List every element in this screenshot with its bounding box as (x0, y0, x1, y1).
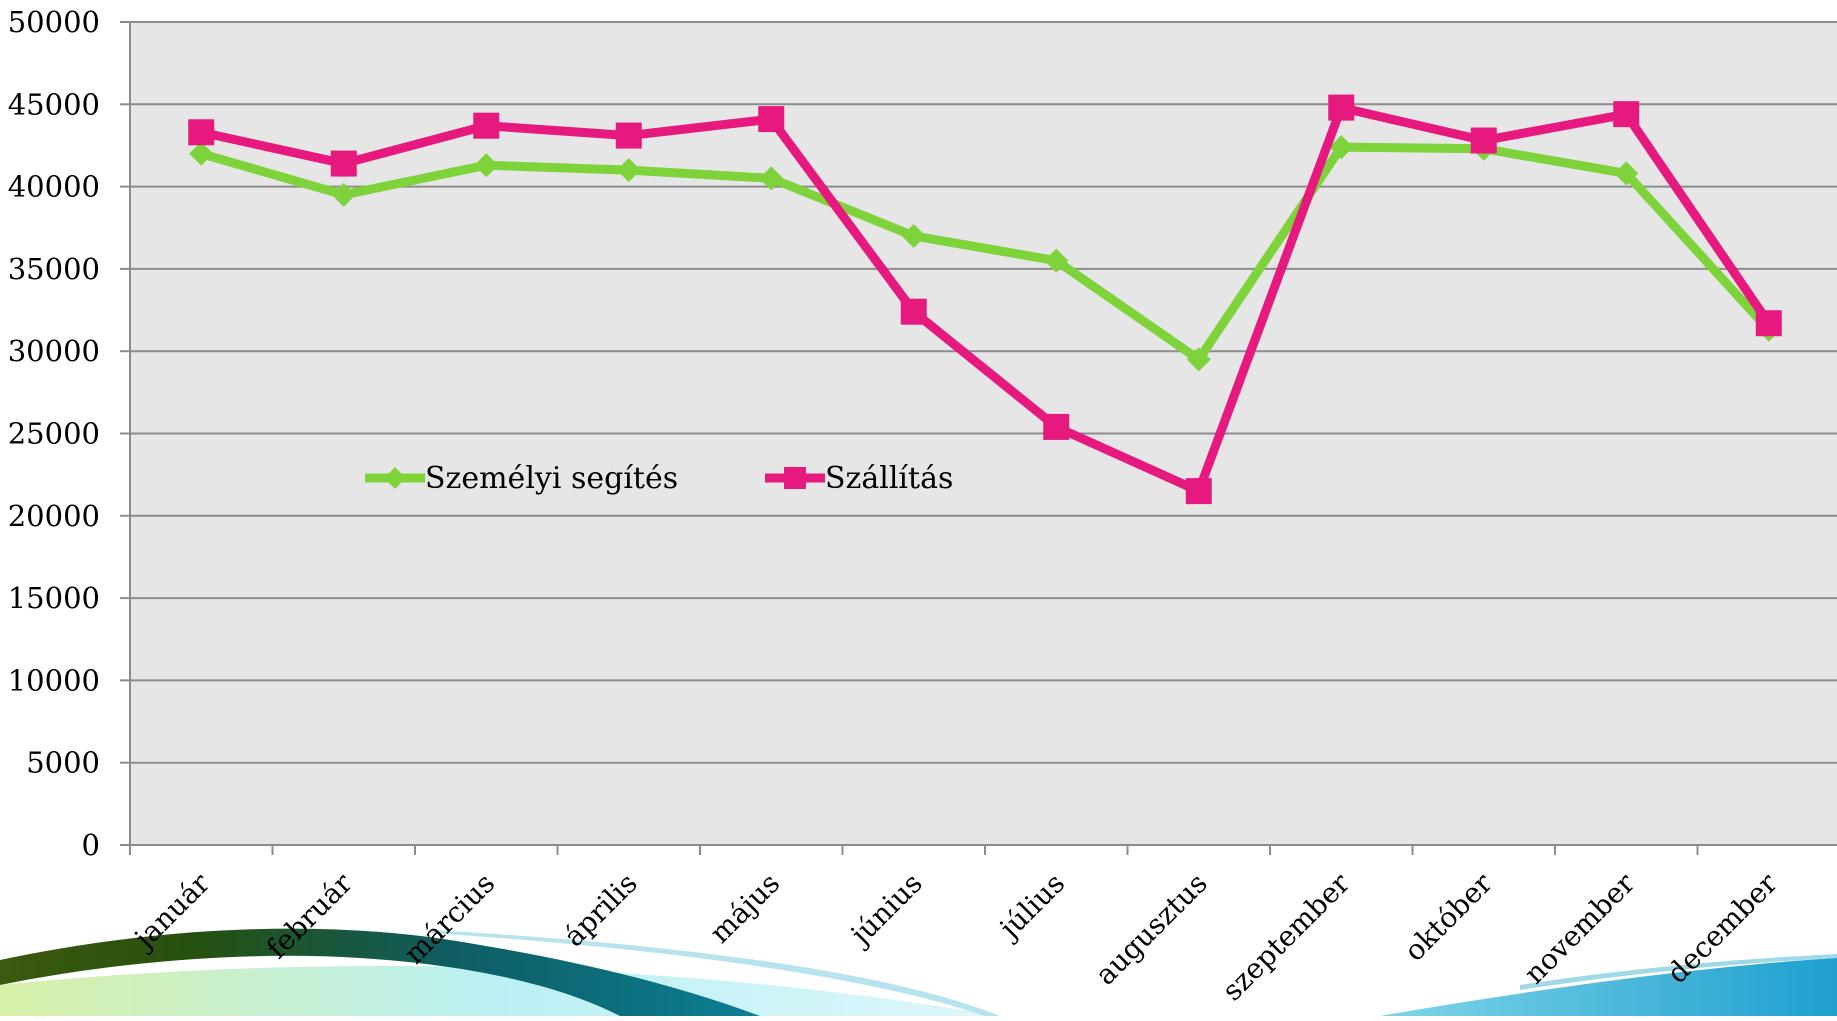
legend-label: Személyi segítés (425, 461, 678, 496)
x-tick-label: május (703, 867, 786, 950)
x-tick-label: július (991, 867, 1071, 947)
x-tick-label: augusztus (1089, 867, 1214, 992)
legend-marker-diamond (384, 467, 406, 489)
data-point-diamond (1329, 135, 1354, 160)
y-tick-label: 20000 (8, 499, 100, 533)
dark-wave (0, 928, 760, 1016)
data-point-square (1043, 413, 1070, 440)
y-tick-label: 10000 (8, 663, 100, 697)
y-tick-label: 0 (82, 828, 100, 862)
data-point-diamond (189, 141, 214, 166)
data-point-diamond (616, 158, 641, 183)
decorative-wave-background (0, 928, 1837, 1016)
data-point-square (900, 298, 927, 325)
data-point-square (1185, 478, 1212, 505)
y-tick-label: 50000 (8, 5, 100, 39)
data-point-diamond (331, 182, 356, 207)
right-thin-wave (1520, 954, 1837, 990)
gridlines (130, 21, 1837, 764)
y-tick-label: 45000 (8, 87, 100, 121)
y-tick-label: 25000 (8, 417, 100, 451)
data-point-square (758, 106, 785, 133)
data-point-diamond (1614, 161, 1639, 186)
data-point-square (1328, 94, 1355, 121)
y-tick-label: 35000 (8, 252, 100, 286)
data-point-square (1470, 127, 1497, 154)
legend-item: Szállítás (765, 461, 953, 496)
x-tick-label: szeptember (1216, 866, 1357, 1007)
data-point-square (473, 112, 500, 139)
y-tick-label: 15000 (8, 581, 100, 615)
data-point-diamond (474, 153, 499, 178)
legend-marker-square (784, 467, 806, 489)
series-line (200, 103, 1773, 496)
y-tick-label: 30000 (8, 334, 100, 368)
data-point-square (330, 150, 357, 177)
y-tick-label: 5000 (26, 746, 100, 780)
data-point-diamond (1044, 248, 1069, 273)
y-tick-label: 40000 (8, 170, 100, 204)
data-point-diamond (901, 223, 926, 248)
legend-item: Személyi segítés (365, 461, 678, 496)
legend: Személyi segítés Szállítás (365, 461, 953, 496)
series-szallitas (188, 94, 1782, 505)
x-tick-label: április (557, 867, 643, 953)
x-tick-label: június (842, 867, 928, 953)
data-series (188, 94, 1782, 505)
data-point-diamond (759, 166, 784, 191)
data-point-square (615, 122, 642, 149)
data-point-diamond (1186, 347, 1211, 372)
light-wave (0, 965, 1000, 1016)
y-axis-tick-labels: 0 5000 10000 15000 20000 25000 30000 35000 40000… (8, 5, 130, 862)
legend-label: Szállítás (825, 461, 953, 496)
blue-wave (1380, 958, 1837, 1016)
data-point-square (1755, 310, 1782, 337)
series-line (200, 142, 1773, 364)
x-tick-label: október (1398, 866, 1499, 967)
data-point-square (1613, 101, 1640, 128)
data-point-square (188, 119, 215, 146)
